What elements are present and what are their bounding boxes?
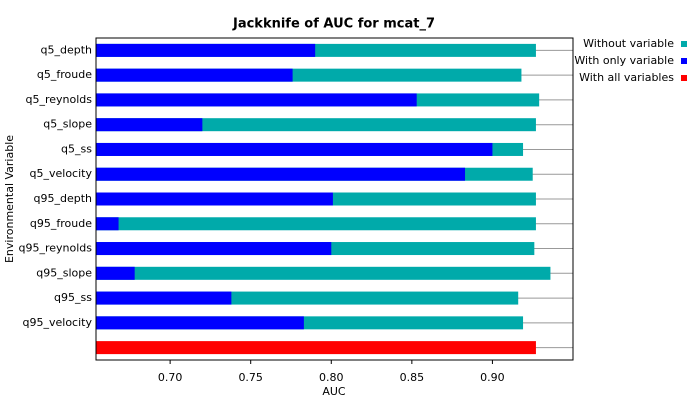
- bar: [96, 118, 536, 132]
- legend-swatch: [681, 41, 687, 47]
- x-tick-label: 0.85: [400, 371, 425, 384]
- y-tick-label: q95_slope: [36, 266, 92, 279]
- x-axis-label: AUC: [322, 385, 346, 398]
- y-tick-label: q95_ss: [54, 291, 92, 304]
- bar: [96, 242, 332, 256]
- bar: [96, 266, 551, 280]
- y-tick-label: q5_reynolds: [25, 93, 92, 106]
- bar: [96, 341, 536, 355]
- chart-title: Jackknife of AUC for mcat_7: [232, 17, 435, 32]
- x-tick-label: 0.75: [238, 371, 263, 384]
- bar: [96, 217, 119, 231]
- y-tick-label: q5_froude: [37, 68, 92, 81]
- x-tick-label: 0.80: [319, 371, 344, 384]
- y-tick-label: q5_depth: [41, 43, 93, 56]
- bar: [96, 43, 316, 57]
- bar: [96, 266, 135, 280]
- y-tick-label: q95_reynolds: [18, 242, 92, 255]
- legend-label: Without variable: [583, 37, 674, 50]
- x-tick-label: 0.90: [480, 371, 505, 384]
- legend-swatch: [681, 75, 687, 81]
- y-tick-label: q95_velocity: [23, 316, 93, 329]
- bar: [96, 291, 232, 305]
- bar: [96, 142, 493, 156]
- x-tick-label: 0.70: [158, 371, 183, 384]
- bar: [96, 316, 304, 330]
- plot-border: [95, 37, 574, 361]
- bar: [96, 93, 417, 107]
- y-tick-label: q5_velocity: [30, 167, 93, 180]
- bar: [96, 192, 333, 206]
- y-tick-label: q95_froude: [30, 217, 92, 230]
- y-tick-label: q95_depth: [34, 192, 93, 205]
- bar: [96, 118, 203, 132]
- y-axis-label: Environmental Variable: [3, 135, 16, 263]
- y-tick-label: q5_ss: [61, 142, 92, 155]
- bar: [96, 167, 466, 181]
- bar: [96, 217, 536, 231]
- legend-label: With all variables: [579, 71, 674, 84]
- bar: [96, 68, 293, 82]
- legend-label: With only variable: [574, 54, 674, 67]
- legend-swatch: [681, 58, 687, 64]
- y-tick-label: q5_slope: [43, 118, 92, 131]
